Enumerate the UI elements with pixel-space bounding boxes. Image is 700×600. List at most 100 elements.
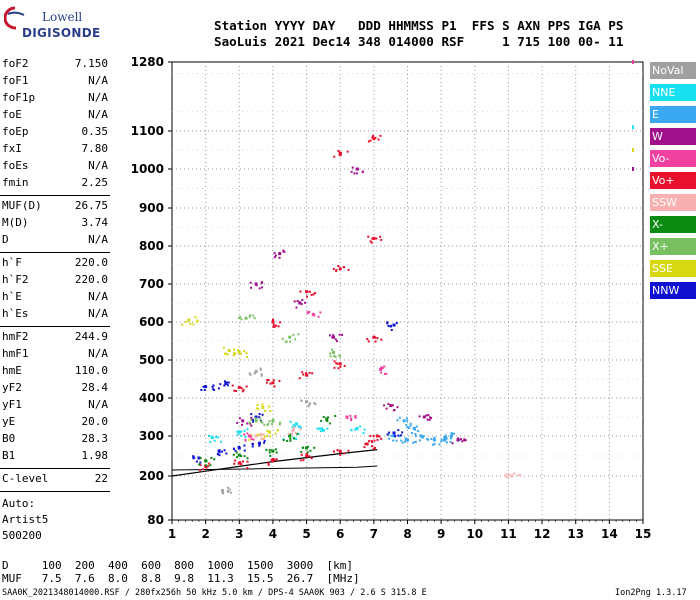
- echo-point: [459, 438, 462, 441]
- echo-point: [271, 318, 274, 321]
- echo-point: [325, 417, 329, 421]
- echo-point: [297, 425, 300, 428]
- echo-point: [369, 434, 372, 437]
- param-row: foEs N/A: [2, 159, 108, 176]
- echo-point: [220, 489, 224, 493]
- legend-item: NNW: [650, 282, 696, 299]
- echo-point: [329, 422, 332, 425]
- echo-point: [260, 368, 263, 371]
- param-label: fxI: [2, 142, 22, 155]
- profile-curve: [171, 465, 378, 471]
- echo-point: [510, 474, 514, 478]
- param-row: hmF1 N/A: [2, 347, 108, 364]
- echo-point: [294, 338, 297, 341]
- echo-point: [433, 442, 436, 445]
- echo-point: [338, 354, 341, 357]
- param-value: 7.80: [81, 142, 109, 155]
- echo-point: [362, 432, 365, 435]
- legend-item: Vo-: [650, 150, 696, 167]
- echo-point: [405, 417, 408, 420]
- echo-point: [248, 315, 251, 318]
- echo-point: [257, 408, 260, 411]
- echo-point: [321, 428, 324, 431]
- param-value: 2.25: [81, 176, 109, 189]
- echo-point: [368, 440, 371, 443]
- echo-point: [242, 460, 245, 463]
- echo-point: [393, 409, 396, 412]
- echo-point: [406, 419, 409, 422]
- echo-point: [272, 379, 275, 382]
- echo-point: [390, 329, 393, 332]
- param-label: yE: [2, 415, 16, 428]
- echo-point: [270, 458, 273, 461]
- echo-point: [223, 449, 226, 452]
- echo-point: [354, 416, 357, 419]
- echo-point: [233, 353, 236, 356]
- y-tick-label: 80: [147, 513, 164, 527]
- echo-point: [407, 426, 410, 429]
- echo-point: [212, 384, 215, 387]
- echo-point: [263, 441, 266, 444]
- echo-point: [246, 432, 249, 435]
- echo-point: [254, 419, 258, 423]
- param-row: yF2 28.4: [2, 381, 108, 398]
- echo-point: [321, 428, 325, 432]
- echo-point: [215, 435, 218, 438]
- echo-point: [285, 340, 288, 343]
- param-row: MUF(D) 26.75: [2, 199, 108, 216]
- echo-point: [305, 452, 308, 455]
- echo-point: [375, 434, 379, 438]
- echo-point: [227, 486, 230, 489]
- echo-point: [311, 312, 315, 316]
- echo-point: [255, 284, 258, 287]
- param-row: yE 20.0: [2, 415, 108, 432]
- echo-point: [331, 350, 335, 354]
- echo-point: [378, 435, 381, 438]
- echo-point: [277, 325, 280, 328]
- echo-point: [390, 434, 393, 437]
- echo-point: [204, 466, 207, 469]
- echo-point: [241, 419, 245, 423]
- echo-point: [374, 136, 377, 139]
- echo-point: [294, 425, 297, 428]
- echo-point: [334, 338, 337, 341]
- param-label: foE: [2, 108, 22, 121]
- param-separator: [0, 326, 110, 327]
- echo-point: [377, 138, 380, 141]
- echo-point: [463, 439, 466, 442]
- echo-point: [261, 286, 264, 289]
- echo-point: [302, 459, 305, 462]
- echo-point: [243, 449, 246, 452]
- echo-point: [299, 290, 302, 293]
- echo-point: [198, 469, 201, 472]
- echo-point: [310, 457, 313, 460]
- echo-point: [263, 423, 266, 426]
- x-tick-label: 6: [336, 527, 344, 541]
- echo-point: [392, 439, 395, 442]
- echo-point: [218, 449, 221, 452]
- echo-point: [316, 427, 319, 430]
- echo-point: [332, 450, 335, 453]
- echo-point: [221, 491, 224, 494]
- echo-point: [297, 333, 300, 336]
- echo-point: [449, 434, 453, 438]
- echo-point: [200, 388, 203, 391]
- echo-point: [409, 422, 412, 425]
- x-tick-label: 12: [534, 527, 551, 541]
- echo-point: [267, 422, 270, 425]
- param-value: 7.150: [74, 57, 108, 70]
- param-label: B1: [2, 449, 16, 462]
- echo-point: [269, 382, 272, 385]
- d-distance-row: D 100 200 400 600 800 1000 1500 3000 [km…: [2, 559, 353, 572]
- echo-point: [238, 316, 241, 319]
- echo-point: [440, 438, 443, 441]
- echo-point: [361, 170, 364, 173]
- echo-point: [337, 264, 340, 267]
- param-row: D N/A: [2, 233, 108, 250]
- echo-point: [245, 385, 248, 388]
- param-separator: [0, 491, 110, 492]
- x-tick-label: 11: [500, 527, 517, 541]
- echo-point: [310, 293, 313, 296]
- echo-point: [386, 433, 389, 436]
